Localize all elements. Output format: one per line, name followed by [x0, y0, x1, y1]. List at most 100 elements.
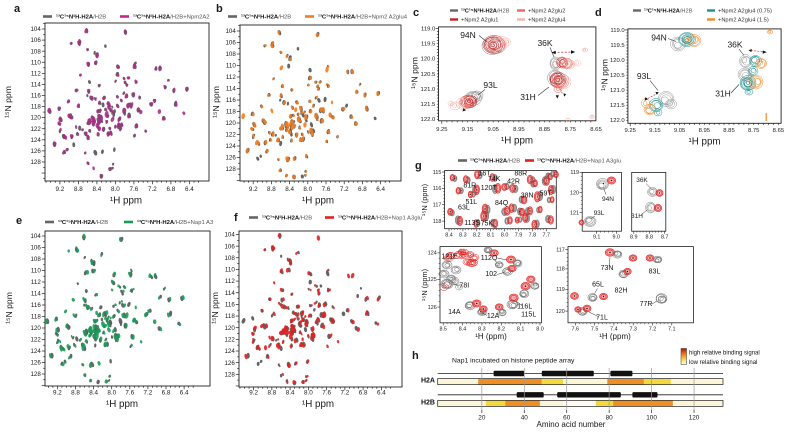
svg-text:¹³C¹⁵N²H-H2A/H2B: ¹³C¹⁵N²H-H2A/H2B [58, 219, 108, 226]
svg-text:Nap1 incubated on histone pept: Nap1 incubated on histone peptide array [452, 358, 575, 365]
svg-text:low relative binding signal: low relative binding signal [689, 360, 757, 366]
svg-text:8.0: 8.0 [304, 390, 313, 397]
svg-text:¹⁵N (ppm): ¹⁵N (ppm) [420, 269, 429, 301]
svg-text:88R: 88R [514, 170, 527, 177]
svg-text:7.6: 7.6 [322, 186, 331, 193]
svg-text:124: 124 [30, 348, 41, 355]
svg-text:¹H ppm: ¹H ppm [106, 399, 138, 410]
svg-text:8.75: 8.75 [748, 128, 760, 134]
svg-text:¹⁵N ppm: ¹⁵N ppm [410, 57, 420, 89]
svg-text:119.5: 119.5 [610, 43, 625, 49]
svg-text:7.6: 7.6 [130, 186, 139, 193]
svg-text:H2B: H2B [421, 400, 435, 407]
svg-text:¹³C¹⁵N²H-H2A/H2B+Nap1 A3: ¹³C¹⁵N²H-H2A/H2B+Nap1 A3 [137, 219, 214, 226]
svg-text:20: 20 [478, 415, 486, 422]
svg-text:31H: 31H [520, 92, 536, 102]
svg-text:7.6: 7.6 [125, 389, 134, 396]
svg-text:118: 118 [31, 104, 41, 111]
svg-text:9.2: 9.2 [53, 389, 62, 396]
svg-text:93L: 93L [637, 71, 651, 81]
svg-text:a: a [14, 3, 21, 15]
svg-text:9.15: 9.15 [462, 127, 474, 133]
svg-text:8.7: 8.7 [661, 234, 669, 240]
svg-text:¹³C¹⁵N²H-H2A/H2B: ¹³C¹⁵N²H-H2A/H2B [470, 158, 520, 165]
svg-text:6.8: 6.8 [167, 186, 176, 193]
svg-text:128: 128 [225, 166, 236, 173]
svg-text:126: 126 [30, 148, 41, 155]
svg-text:¹³C¹⁵N²H-H2A/H2B: ¹³C¹⁵N²H-H2A/H2B [56, 14, 106, 21]
svg-text:8.2: 8.2 [473, 232, 481, 238]
svg-text:104: 104 [30, 26, 41, 33]
svg-text:9.25: 9.25 [436, 127, 448, 133]
svg-text:112: 112 [31, 70, 41, 77]
svg-text:high relative binding signal: high relative binding signal [689, 351, 760, 357]
svg-text:¹³C¹⁵N²H-H2A/H2B: ¹³C¹⁵N²H-H2A/H2B [644, 8, 693, 15]
svg-text:114: 114 [31, 291, 41, 298]
svg-text:42R: 42R [507, 178, 520, 185]
svg-text:8.85: 8.85 [539, 127, 551, 133]
svg-text:119.0: 119.0 [610, 28, 625, 34]
svg-text:¹H ppm: ¹H ppm [302, 195, 334, 206]
svg-text:116: 116 [226, 97, 236, 104]
svg-text:116: 116 [225, 302, 235, 309]
svg-text:¹H (ppm): ¹H (ppm) [599, 332, 631, 341]
svg-text:9.15: 9.15 [649, 128, 661, 134]
svg-text:116L: 116L [517, 304, 532, 311]
svg-text:84Q: 84Q [495, 200, 509, 207]
svg-text:126: 126 [30, 360, 41, 367]
svg-text:120: 120 [30, 325, 41, 332]
svg-text:82H: 82H [615, 288, 628, 295]
svg-text:83L: 83L [649, 269, 661, 276]
svg-text:119: 119 [570, 170, 579, 176]
svg-text:121.5: 121.5 [610, 103, 625, 109]
svg-text:102: 102 [485, 271, 497, 278]
svg-text:116: 116 [31, 93, 41, 100]
svg-text:94N: 94N [602, 196, 614, 203]
svg-text:65L: 65L [592, 282, 604, 289]
svg-text:7.3: 7.3 [629, 326, 637, 332]
svg-text:122.0: 122.0 [421, 117, 436, 123]
svg-text:d: d [595, 7, 602, 19]
svg-text:112: 112 [31, 279, 41, 286]
svg-text:115: 115 [433, 170, 442, 176]
svg-text:8.8: 8.8 [646, 234, 654, 240]
svg-text:7.8: 7.8 [529, 232, 537, 238]
svg-text:¹H ppm: ¹H ppm [302, 399, 334, 410]
svg-text:9.1: 9.1 [593, 234, 601, 240]
svg-text:104: 104 [225, 28, 236, 35]
svg-text:8.65: 8.65 [773, 128, 785, 134]
svg-text:b: b [216, 3, 223, 15]
svg-text:8.85: 8.85 [723, 128, 735, 134]
svg-text:73N: 73N [601, 265, 614, 272]
svg-text:¹³C¹⁵N²H-H2A/H2B+Npm2A2: ¹³C¹⁵N²H-H2A/H2B+Npm2A2 [133, 14, 210, 21]
svg-text:g: g [415, 160, 422, 172]
svg-text:104: 104 [30, 233, 41, 240]
svg-text:14A: 14A [448, 309, 461, 316]
svg-text:7.6: 7.6 [322, 390, 331, 397]
svg-text:8.8: 8.8 [267, 390, 276, 397]
svg-text:120.0: 120.0 [421, 57, 436, 63]
svg-text:¹H ppm: ¹H ppm [501, 135, 533, 146]
svg-text:75K: 75K [481, 221, 494, 228]
svg-text:31H: 31H [631, 213, 643, 220]
svg-text:9.0: 9.0 [613, 234, 621, 240]
svg-text:f: f [234, 212, 238, 224]
svg-text:¹⁵N ppm: ¹⁵N ppm [211, 86, 221, 118]
svg-text:116: 116 [433, 186, 442, 192]
svg-text:+Npm2 A2glu1: +Npm2 A2glu1 [461, 18, 498, 24]
svg-text:112: 112 [225, 278, 235, 285]
svg-text:36K: 36K [636, 177, 648, 184]
svg-text:¹H (ppm): ¹H (ppm) [475, 332, 507, 341]
svg-text:9.2: 9.2 [249, 390, 258, 397]
svg-text:8.0: 8.0 [111, 186, 120, 193]
svg-text:7.1: 7.1 [668, 326, 676, 332]
svg-text:8.5: 8.5 [439, 326, 447, 332]
svg-text:116: 116 [31, 302, 41, 309]
svg-text:6.4: 6.4 [185, 186, 194, 193]
svg-text:122: 122 [30, 126, 41, 133]
svg-text:112Q: 112Q [481, 255, 498, 262]
svg-text:124: 124 [224, 348, 235, 355]
svg-text:8.1: 8.1 [487, 232, 495, 238]
svg-text:110: 110 [225, 267, 235, 274]
svg-text:122: 122 [225, 132, 236, 139]
